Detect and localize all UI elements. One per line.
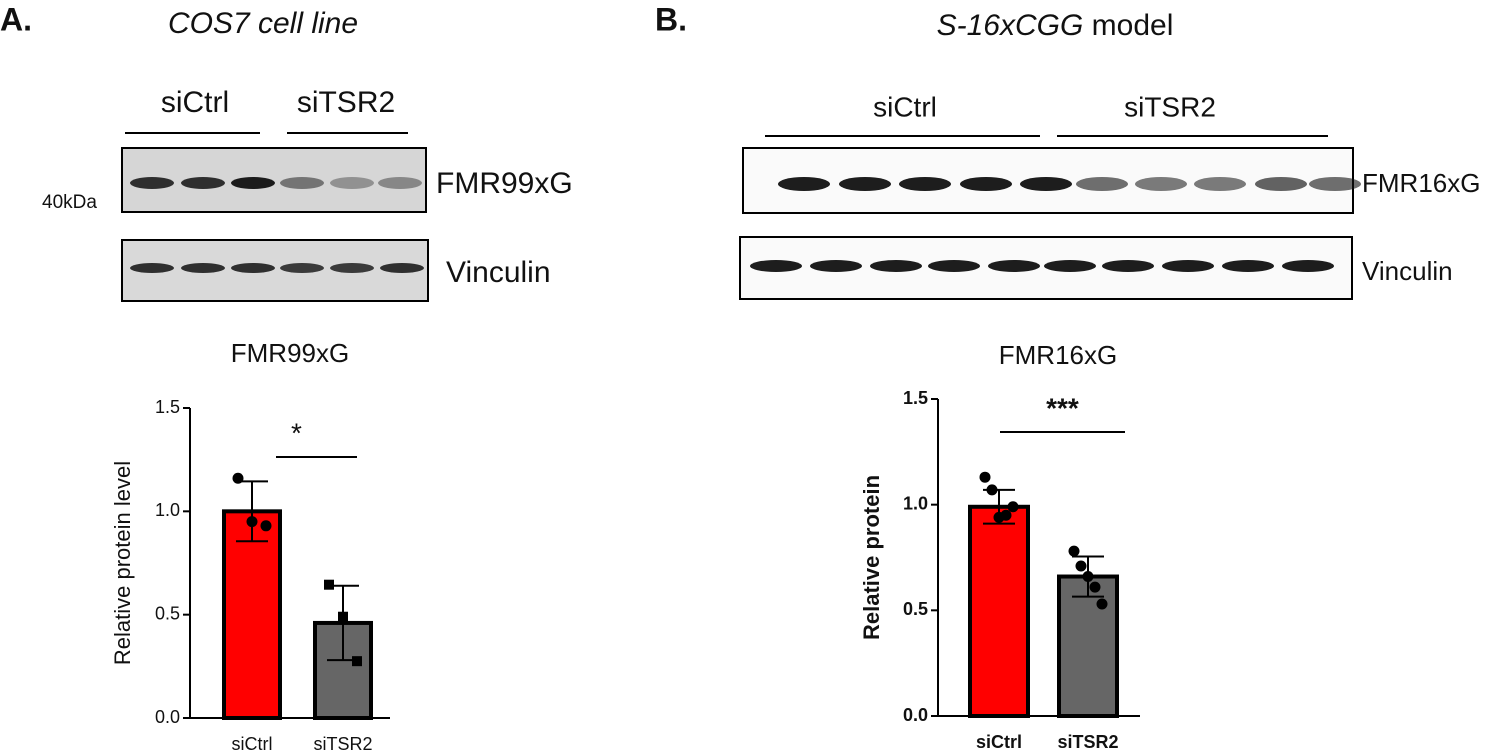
y-tick-label: 0.0 (903, 705, 928, 725)
panel-label: B. (655, 1, 687, 37)
data-point (352, 656, 362, 667)
blot-band (960, 177, 1012, 191)
y-axis-label: Relative protein (859, 475, 884, 640)
blot-label: FMR16xG (1362, 168, 1480, 198)
data-point (1000, 509, 1012, 521)
blot-band (1222, 260, 1274, 272)
blot-band (1020, 177, 1072, 191)
y-tick-label: 0.0 (155, 707, 180, 727)
data-point (232, 472, 244, 484)
data-point (1096, 598, 1108, 610)
data-point (246, 516, 258, 528)
blot-band (899, 177, 951, 191)
blot-band (928, 260, 980, 272)
blot-band (778, 177, 830, 191)
blot-band (330, 177, 374, 189)
blot-band (378, 177, 422, 189)
panel-title: S-16xCGG model (937, 9, 1174, 42)
blot-label: FMR99xG (436, 167, 573, 200)
blot (121, 147, 427, 213)
blot-band (1282, 260, 1334, 272)
y-tick-label: 1.5 (155, 397, 180, 417)
y-tick-label: 1.0 (155, 500, 180, 520)
blot-band (181, 263, 225, 273)
blot-band (181, 177, 225, 189)
title-rest: model (1092, 9, 1174, 42)
data-point (1082, 571, 1094, 583)
blot-band (280, 263, 324, 273)
blot-band (750, 260, 802, 272)
data-point (979, 471, 991, 483)
x-tick-label: siTSR2 (313, 734, 372, 754)
group-label: siCtrl (161, 86, 229, 119)
blot-label: Vinculin (446, 256, 551, 289)
panel-label: A. (0, 1, 32, 37)
blot-band (1194, 177, 1246, 191)
blot-band (1135, 177, 1187, 191)
bar (222, 509, 282, 721)
data-point (1068, 545, 1080, 557)
x-tick-label: siCtrl (976, 732, 1022, 752)
blot-band (330, 263, 374, 273)
group-label: siTSR2 (297, 86, 395, 119)
blot-band (1076, 177, 1128, 191)
significance-label: *** (1046, 392, 1079, 423)
x-tick-label: siCtrl (232, 734, 273, 754)
group-label: siCtrl (873, 91, 937, 122)
blot-band (380, 263, 424, 273)
significance-label: * (291, 417, 302, 448)
chart-title: FMR99xG (231, 338, 349, 368)
blot-band (1044, 260, 1096, 272)
y-tick-label: 1.5 (903, 388, 928, 408)
chart-title: FMR16xG (999, 340, 1117, 370)
blot-band (130, 263, 174, 273)
bar (968, 504, 1030, 718)
data-point (324, 579, 334, 590)
data-point (260, 520, 272, 532)
blot-band (870, 260, 922, 272)
bar (1057, 574, 1119, 719)
blot-band (1255, 177, 1307, 191)
blot-band (810, 260, 862, 272)
blot-band (1162, 260, 1214, 272)
blot-band (130, 177, 174, 189)
blot-band (988, 260, 1040, 272)
blot-band (839, 177, 891, 191)
blot-band (231, 263, 275, 273)
y-tick-label: 0.5 (155, 603, 180, 623)
data-point (1007, 501, 1019, 513)
x-tick-label: siTSR2 (1057, 732, 1118, 752)
data-point (1089, 581, 1101, 593)
blot-label: Vinculin (1362, 256, 1453, 286)
y-tick-label: 0.5 (903, 599, 928, 619)
y-tick-label: 1.0 (903, 493, 928, 513)
blot (121, 239, 429, 302)
marker-label: 40kDa (42, 192, 97, 213)
y-axis-label: Relative protein level (110, 461, 135, 665)
data-point (338, 611, 348, 622)
title-italic: S-16xCGG (937, 9, 1084, 42)
blot-band (1102, 260, 1154, 272)
blot-band (1309, 177, 1361, 191)
data-point (1075, 560, 1087, 572)
panel-title: COS7 cell line (168, 7, 358, 40)
blot-band (280, 177, 324, 189)
group-label: siTSR2 (1124, 91, 1216, 122)
data-point (986, 484, 998, 496)
blot-band (231, 177, 275, 189)
